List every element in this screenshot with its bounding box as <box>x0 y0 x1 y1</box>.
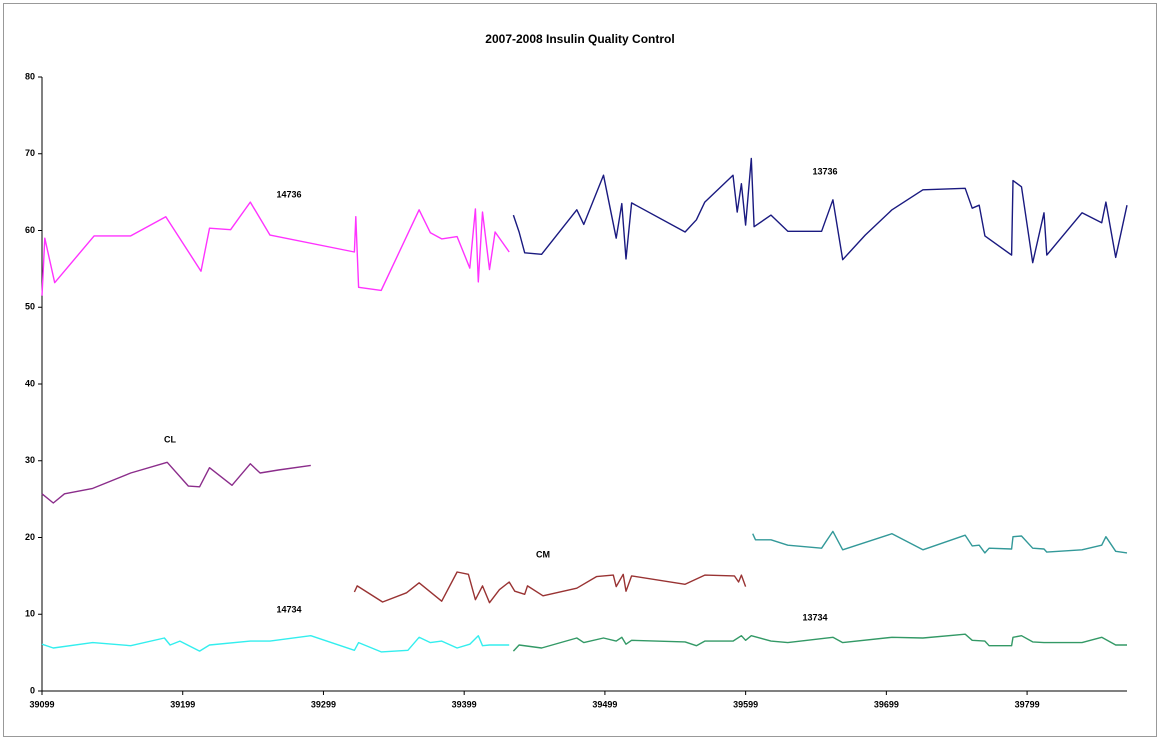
series-label: CM <box>536 549 550 559</box>
y-tick-label: 60 <box>25 225 35 235</box>
x-tick-label: 39599 <box>733 699 758 709</box>
series-line <box>512 633 1127 652</box>
x-tick-label: 39199 <box>170 699 195 709</box>
series-label: 13736 <box>812 166 837 176</box>
chart-title: 2007-2008 Insulin Quality Control <box>485 32 674 46</box>
series-line <box>41 461 311 504</box>
series-label: 14736 <box>276 189 301 199</box>
series-label: CL <box>164 434 176 444</box>
x-tick-label: 39299 <box>311 699 336 709</box>
y-tick-label: 40 <box>25 378 35 388</box>
x-tick-label: 39099 <box>29 699 54 709</box>
series-line <box>41 201 510 296</box>
series-line <box>41 635 510 653</box>
y-tick-label: 30 <box>25 455 35 465</box>
series-line <box>752 530 1128 554</box>
series-label: 13734 <box>802 612 827 622</box>
series-line <box>353 571 747 604</box>
chart-frame <box>3 3 1157 737</box>
y-tick-label: 0 <box>30 685 35 695</box>
x-tick-label: 39399 <box>452 699 477 709</box>
y-tick-label: 50 <box>25 302 35 312</box>
y-tick-label: 10 <box>25 609 35 619</box>
x-tick-label: 39499 <box>592 699 617 709</box>
x-tick-label: 39699 <box>874 699 899 709</box>
series-line <box>512 157 1128 264</box>
y-tick-label: 80 <box>25 71 35 81</box>
x-tick-label: 39799 <box>1015 699 1040 709</box>
y-tick-label: 20 <box>25 532 35 542</box>
y-tick-label: 70 <box>25 148 35 158</box>
series-label: 14734 <box>276 604 301 614</box>
